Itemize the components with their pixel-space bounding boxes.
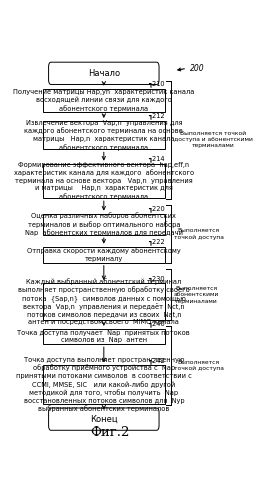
Text: Точка доступа выполняет пространственную
обработку приёмного устройства с  Nаp
п: Точка доступа выполняет пространственную… bbox=[16, 357, 192, 412]
Text: ┓212: ┓212 bbox=[148, 113, 165, 119]
Text: Выполняется
абонентскими
терминалами: Выполняется абонентскими терминалами bbox=[174, 286, 219, 303]
FancyBboxPatch shape bbox=[43, 329, 165, 344]
Text: ┓242: ┓242 bbox=[148, 357, 165, 364]
FancyBboxPatch shape bbox=[43, 121, 165, 149]
Text: Выполняется точкой
доступа и абонентскими
терминалами: Выполняется точкой доступа и абонентским… bbox=[174, 131, 253, 149]
Text: ┓214: ┓214 bbox=[148, 155, 165, 162]
Text: Формирование эффективного вектора  hаp,eff,n
характеристик канала для каждого  а: Формирование эффективного вектора hаp,ef… bbox=[14, 162, 194, 200]
FancyBboxPatch shape bbox=[43, 283, 165, 320]
FancyBboxPatch shape bbox=[43, 214, 165, 235]
FancyBboxPatch shape bbox=[43, 164, 165, 198]
FancyBboxPatch shape bbox=[48, 62, 159, 84]
Text: ┓222: ┓222 bbox=[148, 239, 165, 245]
Text: Выполняется
точкой доступа: Выполняется точкой доступа bbox=[174, 229, 224, 240]
Text: Точка доступа получает  Nаp  принятых потоков
символов из  Nаp  антен: Точка доступа получает Nаp принятых пото… bbox=[18, 330, 190, 343]
FancyBboxPatch shape bbox=[43, 89, 165, 112]
Text: Начало: Начало bbox=[88, 69, 120, 78]
Text: Получение матрицы Hаp,уn  характеристик канала
восходящей линии связи для каждог: Получение матрицы Hаp,уn характеристик к… bbox=[13, 89, 194, 112]
Text: Отправка скорости каждому абонентскому
терминалу: Отправка скорости каждому абонентскому т… bbox=[27, 248, 181, 262]
Text: Фиг.2: Фиг.2 bbox=[90, 427, 130, 440]
Text: ┓240: ┓240 bbox=[148, 320, 165, 327]
Text: ┓230: ┓230 bbox=[148, 275, 165, 281]
Text: Конец: Конец bbox=[90, 415, 118, 424]
Text: Извлечение вектора  Vаp,n  управления для
каждого абонентского терминала на осно: Извлечение вектора Vаp,n управления для … bbox=[24, 120, 183, 151]
Text: 200: 200 bbox=[190, 64, 205, 73]
Text: ┓220: ┓220 bbox=[148, 205, 165, 212]
FancyBboxPatch shape bbox=[48, 408, 159, 430]
FancyBboxPatch shape bbox=[43, 247, 165, 263]
Text: Оценка различных наборов абонентских
терминалов и выбор оптимального набора
Nаp : Оценка различных наборов абонентских тер… bbox=[25, 213, 183, 237]
FancyBboxPatch shape bbox=[43, 365, 165, 404]
Text: ┓210: ┓210 bbox=[148, 80, 165, 87]
Text: Выполняется
точкой доступа: Выполняется точкой доступа bbox=[174, 360, 224, 371]
Text: Каждый выбранный абонентский терминал
выполняет пространственную обработку своег: Каждый выбранный абонентский терминал вы… bbox=[18, 278, 190, 325]
